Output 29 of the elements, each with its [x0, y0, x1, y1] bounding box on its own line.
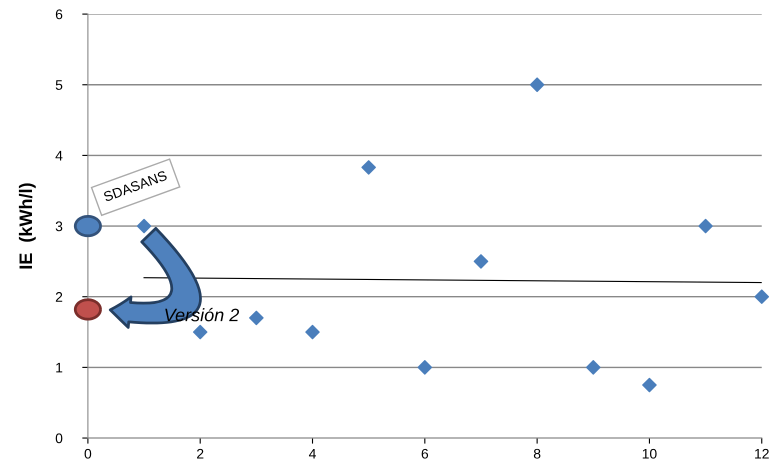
x-tick-label: 2	[197, 448, 204, 459]
x-tick-label: 12	[755, 448, 769, 459]
point	[642, 378, 657, 392]
point	[586, 360, 601, 375]
point	[474, 254, 488, 269]
y-tick-label: 1	[56, 362, 62, 372]
point	[192, 324, 208, 340]
point	[698, 218, 713, 234]
point	[305, 324, 320, 340]
x-tick-label: 4	[308, 448, 316, 459]
y-tick-label: 5	[56, 80, 62, 90]
point	[74, 298, 102, 321]
point	[530, 77, 544, 92]
point	[136, 218, 152, 234]
y-axis-title: IE (kWh/l)	[18, 183, 36, 268]
x-tick-label: 0	[84, 448, 92, 459]
point	[249, 310, 264, 326]
point	[361, 160, 376, 175]
y-tick-label: 0	[56, 433, 62, 444]
point	[74, 214, 102, 238]
point	[418, 360, 432, 375]
x-tick-label: 8	[534, 448, 540, 459]
x-tick-label: 10	[642, 448, 657, 459]
y-tick-label: 4	[55, 150, 62, 160]
y-tick-label: 6	[56, 9, 62, 20]
x-tick-label: 6	[422, 448, 428, 459]
point	[754, 289, 770, 304]
y-tick-label: 2	[56, 292, 62, 302]
y-tick-label: 3	[56, 221, 62, 232]
